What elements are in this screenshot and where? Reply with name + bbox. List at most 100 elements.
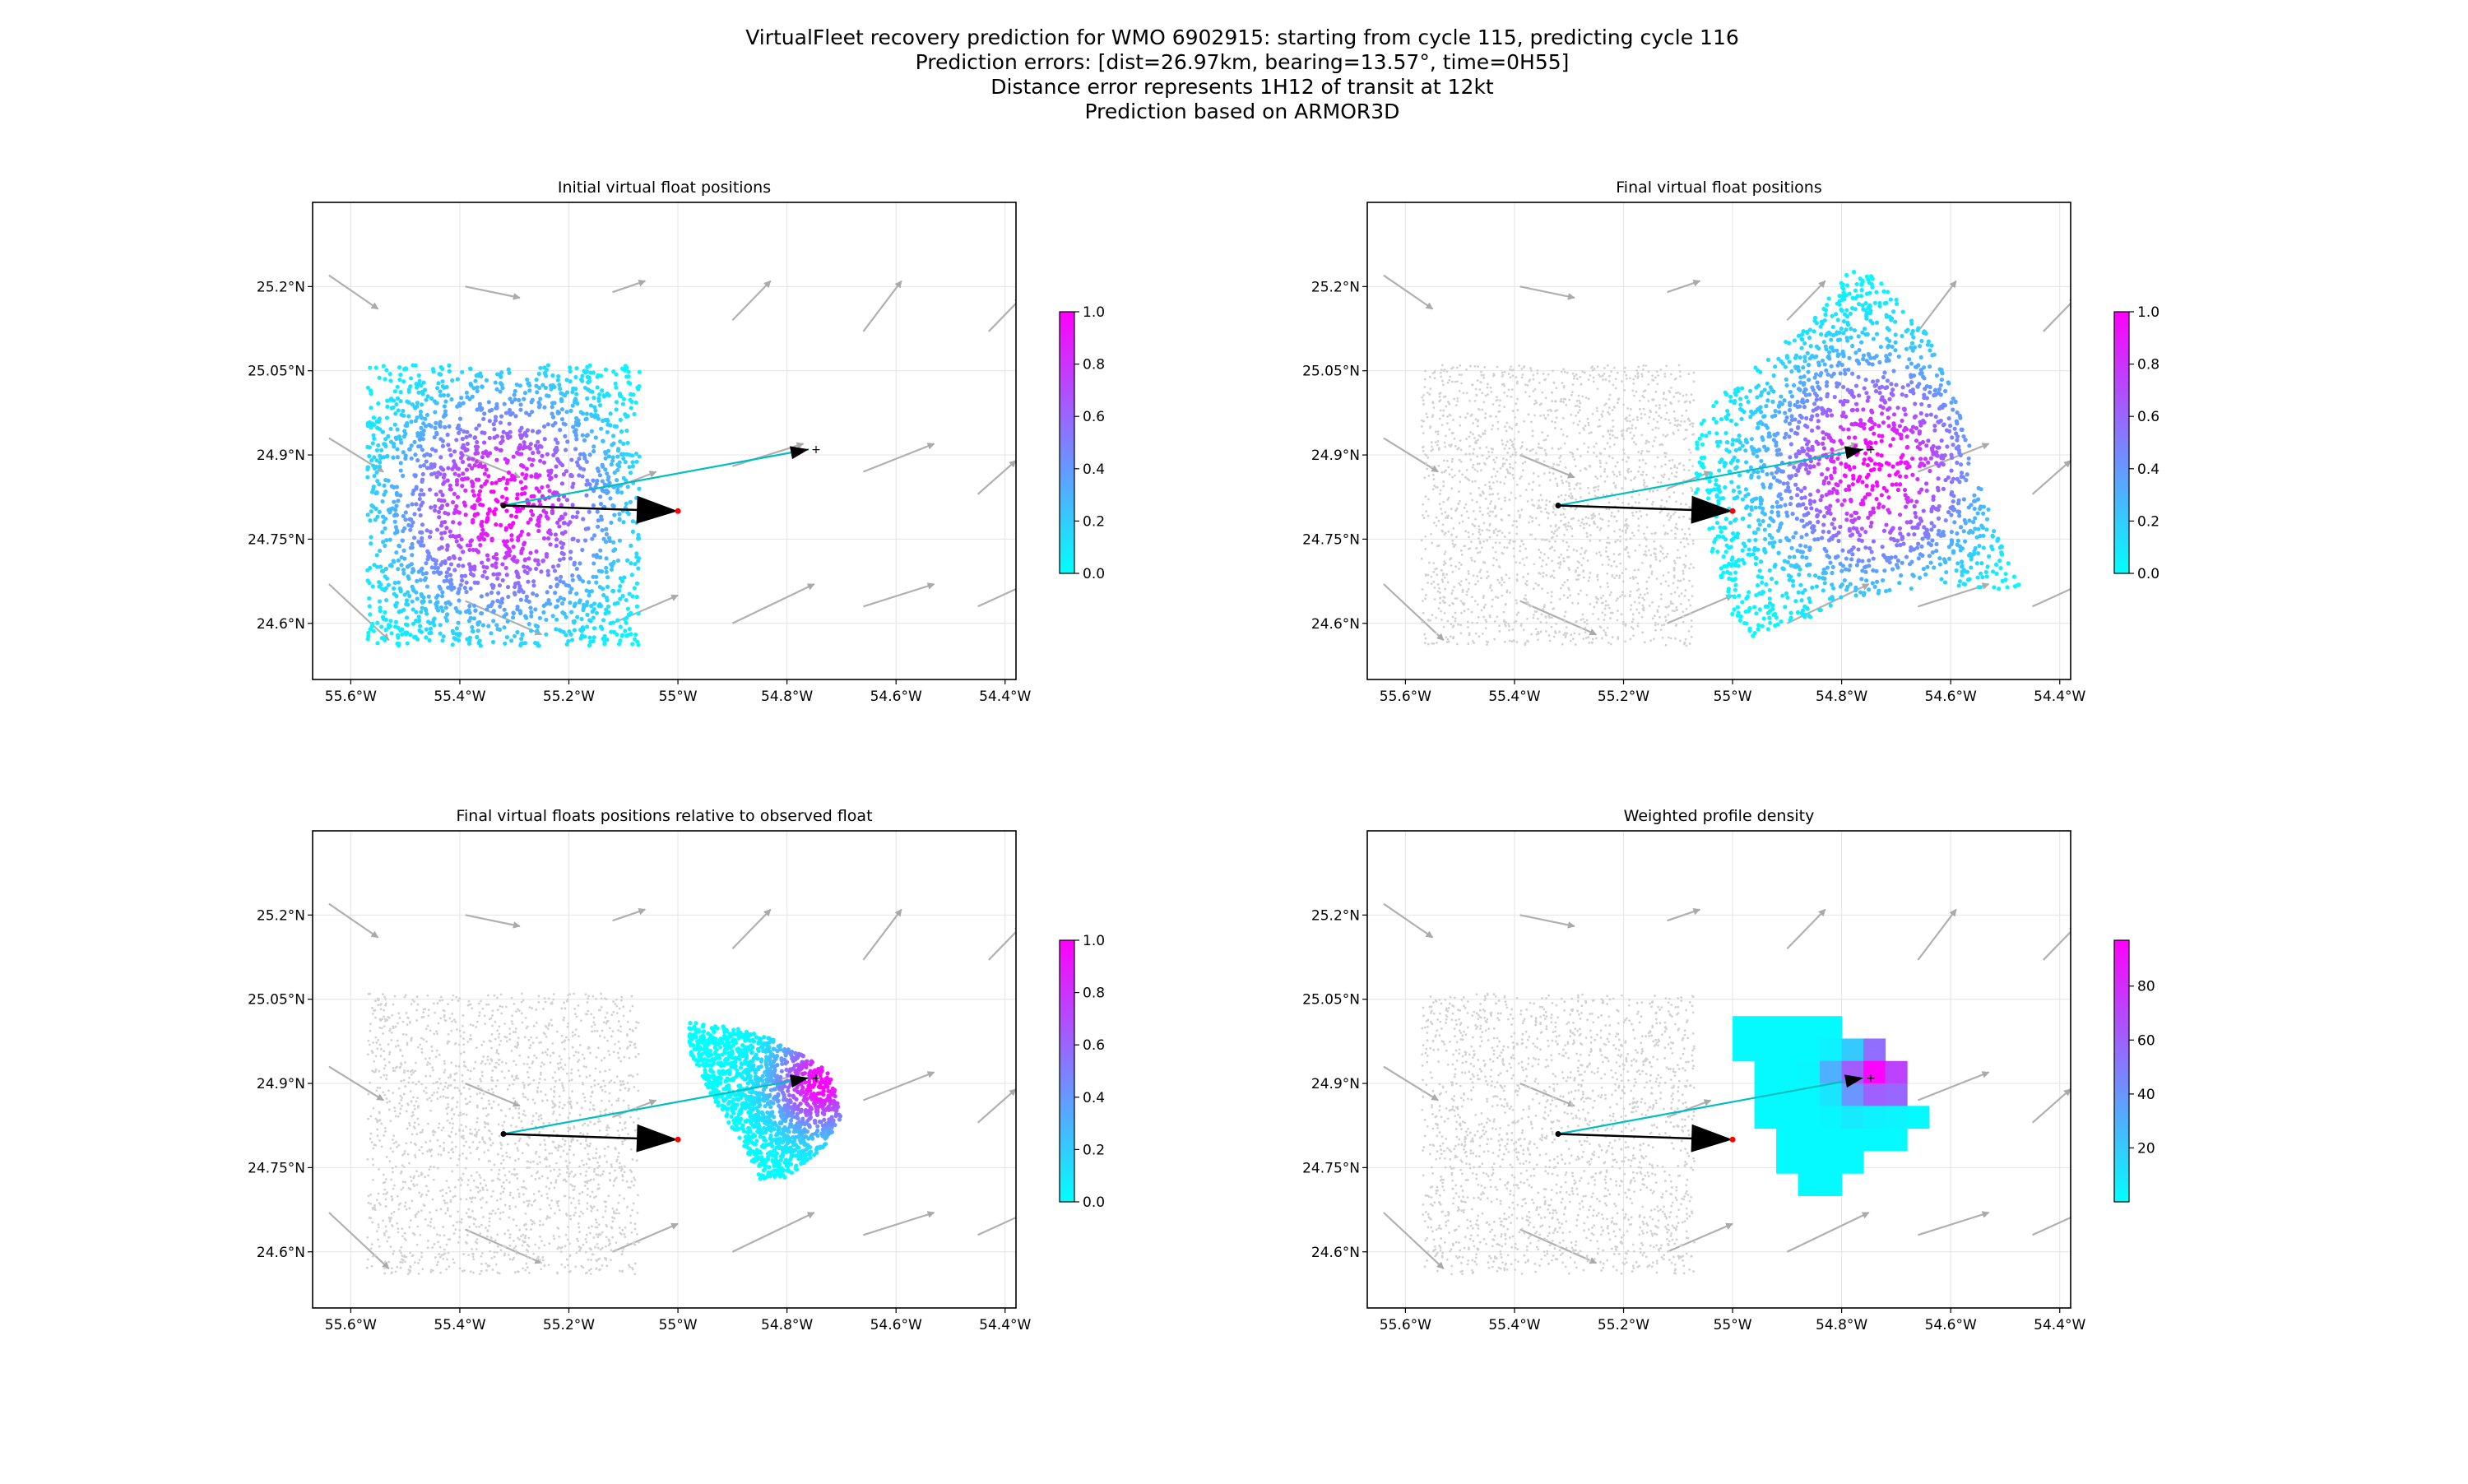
- virtual-float-point: [513, 392, 517, 397]
- virtual-float-point: [1780, 594, 1784, 598]
- initial-float-point: [1644, 641, 1646, 643]
- initial-float-point: [1524, 461, 1527, 463]
- virtual-float-point: [397, 365, 401, 369]
- initial-float-point: [1597, 579, 1599, 582]
- initial-float-point: [1460, 373, 1463, 376]
- initial-float-point: [1490, 387, 1492, 389]
- initial-float-point: [1693, 380, 1696, 383]
- virtual-float-point: [485, 565, 489, 569]
- initial-float-point: [1511, 628, 1514, 631]
- virtual-float-point: [1791, 583, 1795, 587]
- initial-float-point: [1504, 462, 1506, 465]
- virtual-float-point: [606, 605, 610, 609]
- initial-float-point: [1554, 513, 1556, 516]
- initial-float-point: [1501, 578, 1504, 581]
- initial-float-point: [1605, 600, 1607, 602]
- virtual-float-point: [585, 613, 589, 617]
- virtual-float-point: [2001, 579, 2005, 583]
- initial-float-point: [1640, 474, 1643, 476]
- virtual-float-point: [1750, 473, 1754, 477]
- virtual-float-point: [383, 526, 387, 531]
- initial-float-point: [1588, 397, 1590, 400]
- initial-float-point: [1669, 517, 1672, 519]
- virtual-float-point: [1754, 496, 1758, 500]
- initial-float-point: [1654, 377, 1657, 379]
- initial-float-point: [1668, 390, 1671, 392]
- initial-float-point: [1625, 520, 1627, 522]
- initial-float-point: [1633, 477, 1635, 480]
- virtual-float-point: [500, 494, 504, 499]
- initial-float-point: [1431, 448, 1434, 451]
- virtual-float-point: [544, 618, 548, 622]
- virtual-float-point: [478, 543, 482, 547]
- initial-float-point: [1439, 503, 1441, 505]
- virtual-float-point: [420, 488, 424, 492]
- initial-float-point: [1592, 413, 1594, 415]
- virtual-float-point: [1829, 604, 1833, 608]
- virtual-float-point: [482, 440, 486, 444]
- initial-float-point: [1636, 377, 1639, 379]
- virtual-float-point: [1823, 313, 1827, 317]
- virtual-float-point: [440, 590, 444, 594]
- initial-float-point: [1682, 573, 1685, 575]
- initial-float-point: [1582, 427, 1584, 429]
- initial-float-point: [1553, 550, 1556, 552]
- initial-float-point: [1538, 556, 1541, 559]
- virtual-float-point: [1747, 606, 1751, 610]
- virtual-float-point: [528, 551, 532, 555]
- virtual-float-point: [1840, 582, 1844, 587]
- initial-float-point: [1442, 581, 1445, 583]
- virtual-float-point: [1864, 578, 1868, 582]
- virtual-float-point: [1718, 526, 1722, 530]
- virtual-float-point: [1962, 529, 1966, 533]
- initial-float-point: [1534, 388, 1537, 391]
- initial-float-point: [1481, 546, 1483, 549]
- initial-float-point: [1422, 420, 1425, 423]
- initial-float-point: [1576, 567, 1579, 569]
- initial-float-point: [1435, 441, 1437, 443]
- initial-float-point: [1501, 519, 1503, 522]
- initial-float-point: [1624, 367, 1626, 369]
- initial-float-point: [1640, 452, 1643, 455]
- virtual-float-point: [536, 440, 540, 444]
- virtual-float-point: [449, 453, 453, 457]
- initial-float-point: [1507, 472, 1510, 475]
- virtual-float-point: [1765, 426, 1770, 430]
- virtual-float-point: [533, 607, 537, 611]
- initial-float-point: [1635, 511, 1638, 513]
- initial-float-point: [1424, 642, 1427, 644]
- virtual-float-point: [1731, 438, 1735, 442]
- virtual-float-point: [1939, 577, 1943, 581]
- initial-float-point: [1441, 364, 1444, 366]
- virtual-float-point: [1784, 364, 1788, 369]
- initial-float-point: [1686, 608, 1688, 610]
- virtual-float-point: [1756, 383, 1761, 387]
- initial-float-point: [1470, 415, 1473, 417]
- initial-float-point: [1524, 643, 1526, 646]
- initial-float-point: [1509, 591, 1511, 594]
- virtual-float-point: [531, 458, 535, 462]
- virtual-float-point: [520, 633, 524, 637]
- initial-float-point: [1589, 572, 1592, 574]
- initial-float-point: [1608, 380, 1611, 383]
- virtual-float-point: [522, 397, 526, 401]
- current-arrow: [1384, 584, 1444, 640]
- virtual-float-point: [415, 401, 420, 405]
- initial-float-point: [1617, 372, 1619, 374]
- virtual-float-point: [1940, 378, 1944, 382]
- initial-float-point: [1532, 481, 1534, 484]
- initial-float-point: [1509, 463, 1511, 466]
- virtual-float-point: [369, 509, 373, 513]
- virtual-float-point: [379, 624, 383, 628]
- initial-float-point: [1614, 541, 1617, 544]
- virtual-float-point: [461, 437, 465, 441]
- virtual-float-point: [609, 562, 613, 566]
- virtual-float-point: [1841, 331, 1845, 335]
- initial-float-point: [1537, 507, 1539, 509]
- virtual-float-point: [443, 531, 447, 535]
- initial-float-point: [1610, 515, 1612, 517]
- initial-float-point: [1492, 564, 1495, 567]
- initial-float-point: [1559, 561, 1561, 563]
- initial-float-point: [1438, 520, 1440, 522]
